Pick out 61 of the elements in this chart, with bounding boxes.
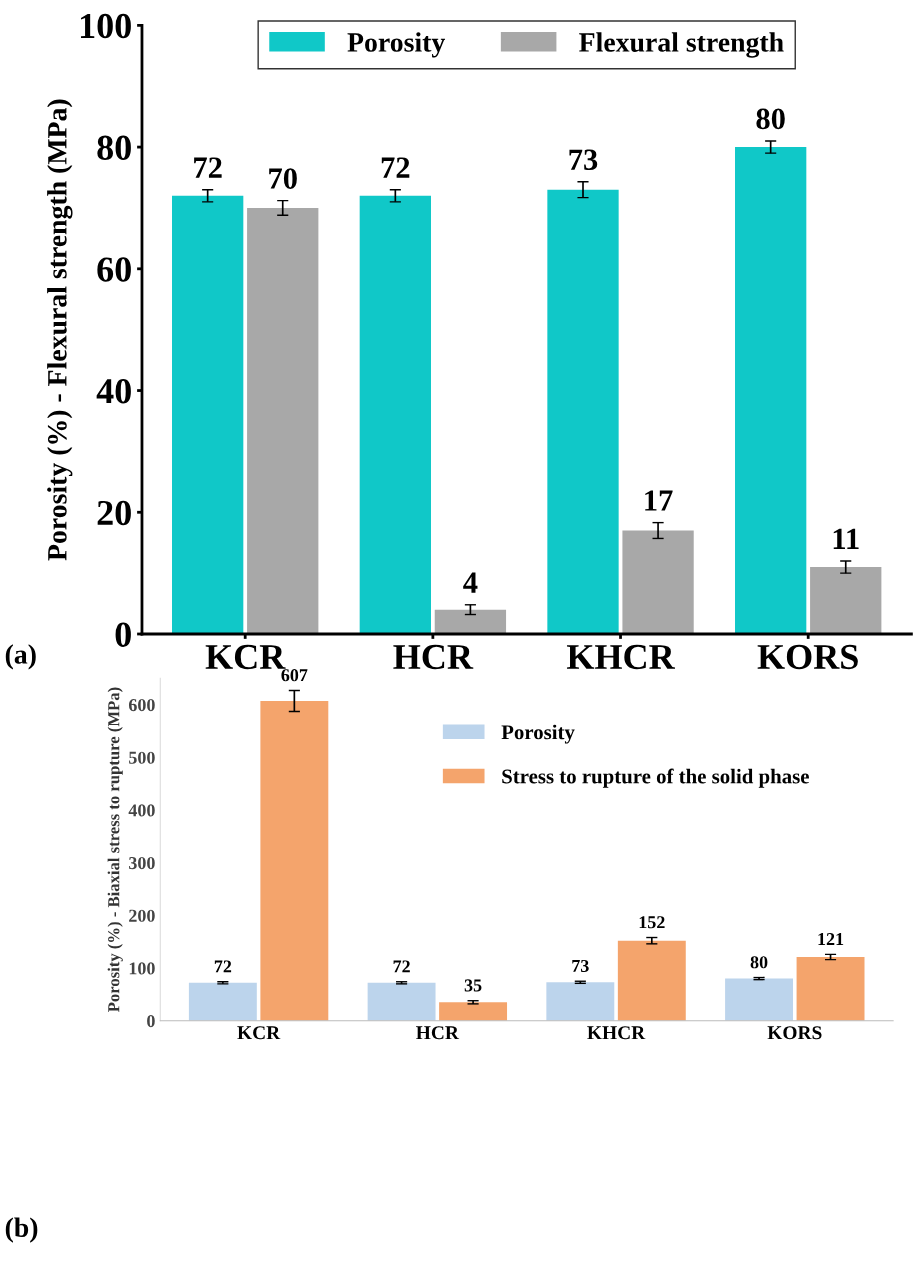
bar bbox=[188, 982, 257, 1021]
text: (a) bbox=[5, 644, 36, 670]
x-tick-label: HCR bbox=[393, 644, 474, 670]
bar bbox=[547, 189, 619, 634]
bar bbox=[546, 982, 615, 1021]
x-tick-label: KCR bbox=[237, 1026, 281, 1040]
bar bbox=[172, 195, 244, 634]
y-tick-label: 600 bbox=[128, 698, 155, 712]
bar bbox=[725, 978, 794, 1021]
data-label: 73 bbox=[572, 959, 589, 973]
data-label: 70 bbox=[269, 168, 297, 189]
data-label: 4 bbox=[463, 572, 478, 593]
data-label: 73 bbox=[569, 149, 598, 171]
bar bbox=[247, 207, 319, 634]
data-label: 80 bbox=[750, 956, 768, 969]
data-label: 72 bbox=[194, 157, 222, 178]
y-tick-label: 200 bbox=[129, 909, 155, 922]
bar bbox=[359, 195, 431, 634]
x-tick-label: KORS bbox=[767, 1026, 822, 1040]
data-label: 72 bbox=[214, 960, 232, 973]
legend-label: Porosity bbox=[501, 724, 575, 744]
y-tick-label: 80 bbox=[97, 135, 131, 160]
data-label: 72 bbox=[393, 960, 410, 973]
legend-label: Stress to rupture of the solid phase bbox=[502, 768, 809, 788]
bar bbox=[367, 982, 436, 1021]
x-tick-label: KORS bbox=[757, 644, 858, 670]
bar bbox=[439, 1002, 508, 1021]
text: (b) bbox=[5, 1217, 38, 1243]
y-tick-label: 100 bbox=[80, 13, 131, 39]
data-label: 607 bbox=[281, 669, 308, 682]
bar bbox=[622, 530, 694, 634]
bar bbox=[434, 609, 507, 634]
y-tick-label: 40 bbox=[96, 379, 131, 404]
y-tick-label: 500 bbox=[129, 751, 155, 764]
y-tick-label: 20 bbox=[97, 500, 131, 526]
data-label: 72 bbox=[381, 157, 410, 178]
data-label: 11 bbox=[833, 528, 859, 549]
data-label: 17 bbox=[645, 490, 673, 511]
x-tick-label: KHCR bbox=[566, 644, 676, 670]
bar bbox=[796, 957, 865, 1021]
legend-label: Flexural strength bbox=[579, 32, 784, 58]
x-tick-label: HCR bbox=[416, 1026, 460, 1040]
y-axis-title: Porosity (%) - Biaxial stress to rupture (MPa) bbox=[107, 687, 123, 1012]
bar bbox=[617, 940, 686, 1021]
legend-label: Porosity bbox=[347, 32, 446, 58]
x-tick-label: KCR bbox=[205, 644, 286, 670]
bar bbox=[735, 147, 807, 634]
data-label: 80 bbox=[756, 108, 785, 130]
bar bbox=[260, 701, 329, 1021]
y-tick-label: 400 bbox=[128, 804, 155, 817]
x-tick-label: KHCR bbox=[587, 1026, 646, 1040]
y-tick-label: 0 bbox=[147, 1015, 155, 1028]
y-axis-title: Porosity (%) - Flexural strength (MPa) bbox=[47, 99, 73, 561]
y-tick-label: 0 bbox=[115, 622, 131, 647]
data-label: 121 bbox=[818, 933, 844, 945]
data-label: 152 bbox=[639, 916, 665, 929]
y-tick-label: 100 bbox=[129, 962, 155, 975]
y-tick-label: 300 bbox=[129, 856, 155, 870]
bar bbox=[810, 567, 882, 634]
y-tick-label: 60 bbox=[97, 257, 131, 282]
data-label: 35 bbox=[464, 979, 482, 992]
